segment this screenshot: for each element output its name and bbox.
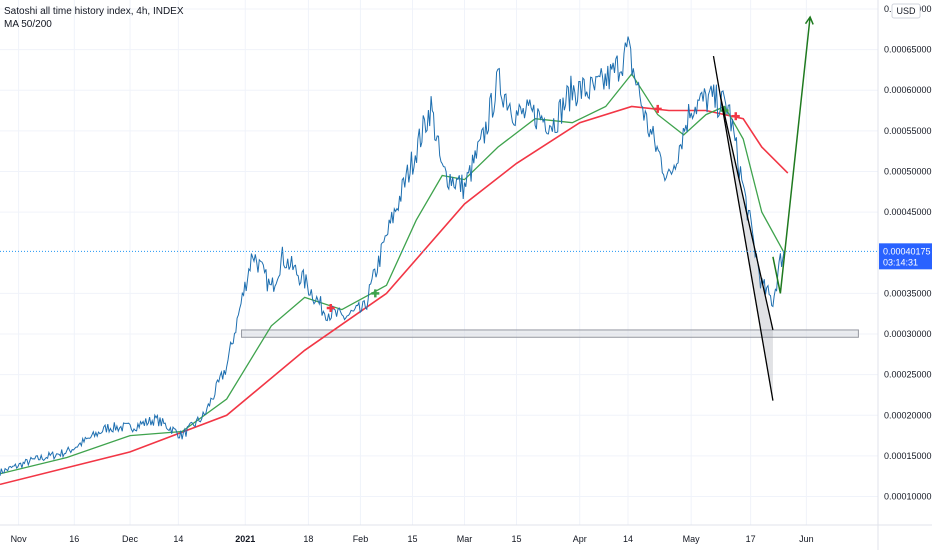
y-tick-label: 0.00050000 [884, 166, 932, 176]
wedge-upper-line [712, 55, 774, 401]
x-tick-label: 14 [623, 534, 633, 544]
x-tick-label: 16 [69, 534, 79, 544]
y-tick-label: 0.00010000 [884, 492, 932, 502]
drawing-layer [0, 15, 878, 401]
x-tick-label: Jun [799, 534, 814, 544]
price-label-box [879, 243, 932, 270]
x-tick-label: 17 [746, 534, 756, 544]
y-tick-label: 0.00035000 [884, 288, 932, 298]
x-tick-label: 15 [512, 534, 522, 544]
x-tick-label: 15 [407, 534, 417, 544]
grid-lines [0, 0, 878, 525]
price-line [0, 36, 785, 476]
y-tick-label: 0.00030000 [884, 329, 932, 339]
sell-signal-marker [731, 112, 740, 121]
series-layer [0, 36, 789, 486]
chart-legend: Satoshi all time history index, 4h, INDE… [4, 5, 184, 31]
x-tick-label: Apr [573, 534, 587, 544]
currency-badge [891, 3, 921, 19]
projection-arrowhead [804, 15, 814, 25]
currency-label: USD [896, 6, 916, 16]
y-tick-label: 0.00055000 [884, 126, 932, 136]
support-zone [241, 329, 859, 338]
wedge-lower-line [720, 98, 774, 331]
support-zone-layer [241, 329, 859, 338]
price-label-value: 0.00040175 [883, 246, 931, 256]
y-tick-label: 0.00020000 [884, 410, 932, 420]
y-tick-label: 0.00045000 [884, 207, 932, 217]
x-tick-label: Feb [353, 534, 369, 544]
sell-signal-marker [326, 304, 335, 313]
sell-signal-marker [653, 104, 662, 113]
projection-path [772, 16, 811, 294]
indicator-label[interactable]: MA 50/200 [4, 19, 52, 30]
y-tick-label: 0.00060000 [884, 85, 932, 95]
x-tick-label: May [683, 534, 701, 544]
y-tick-label: 0.00065000 [884, 45, 932, 55]
symbol-title[interactable]: Satoshi all time history index, 4h, INDE… [4, 6, 184, 17]
y-tick-label: 0.00015000 [884, 451, 932, 461]
ma-50-line [0, 72, 785, 475]
y-tick-label: 0.00025000 [884, 370, 932, 380]
x-tick-label: Nov [11, 534, 28, 544]
ma-200-line [0, 105, 789, 486]
x-tick-label: Mar [457, 534, 473, 544]
x-tick-label: 18 [303, 534, 313, 544]
x-tick-label: 14 [173, 534, 183, 544]
x-tick-label: 2021 [235, 534, 255, 544]
buy-signal-marker [371, 289, 380, 298]
x-tick-label: Dec [122, 534, 139, 544]
price-label-countdown: 03:14:31 [883, 257, 918, 267]
